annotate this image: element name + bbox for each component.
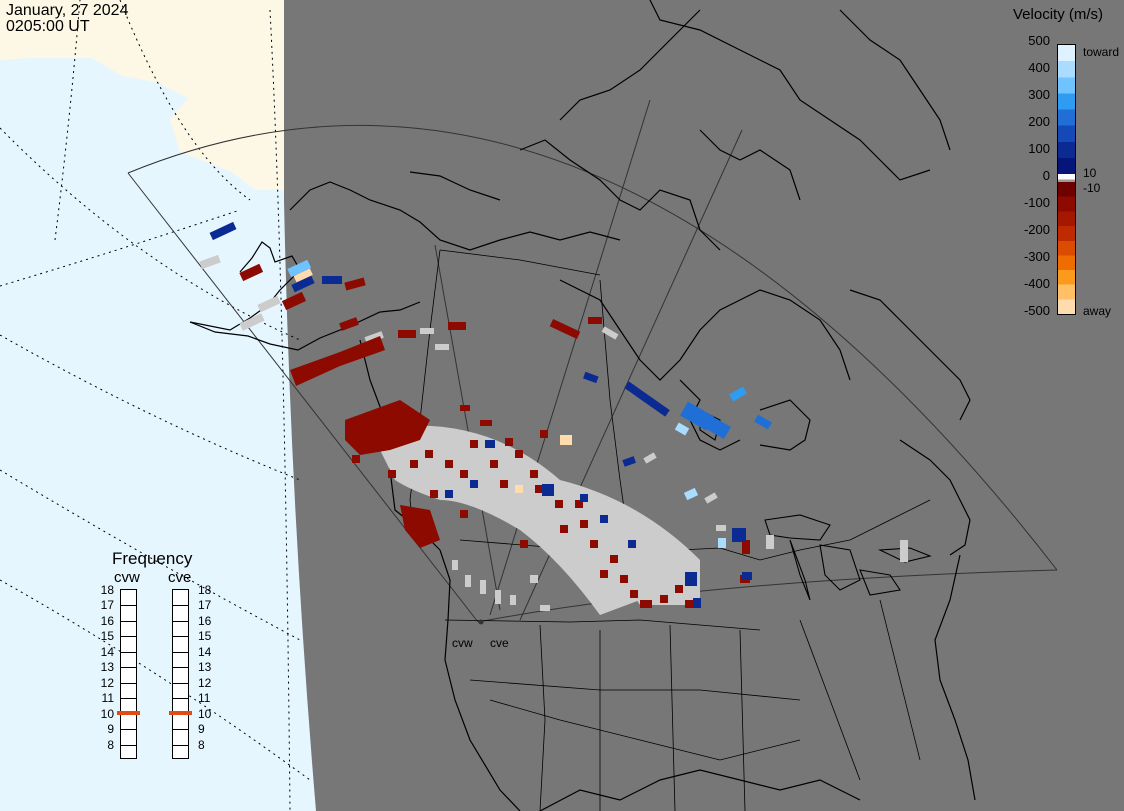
- radar-site-cvw-label: cvw: [452, 636, 473, 650]
- frequency-scale-label: 10: [100, 706, 114, 721]
- frequency-scale-label: 9: [198, 722, 205, 737]
- colorbar-tick-label: 500: [1028, 33, 1050, 48]
- frequency-scale-label: 13: [100, 660, 114, 675]
- date-label: January, 27 2024: [6, 2, 129, 19]
- colorbar-tick-label: 100: [1028, 141, 1050, 156]
- colorbar-tick-label: 300: [1028, 87, 1050, 102]
- radar-sites: cvw cve: [452, 619, 509, 650]
- night-shadow: [284, 0, 1124, 811]
- frequency-scale-label: 9: [107, 722, 114, 737]
- colorbar-tick-label: -500: [1023, 303, 1050, 318]
- frequency-marker-cvw: [117, 710, 140, 715]
- colorbar-away-label: away: [1083, 304, 1112, 318]
- frequency-scale-label: 15: [198, 629, 212, 644]
- colorbar-positive-threshold: 10: [1083, 166, 1097, 180]
- lat-lon-grid: [0, 0, 311, 811]
- time-label: 0205:00 UT: [6, 18, 90, 35]
- frequency-scale-label: 17: [198, 598, 212, 613]
- frequency-scale-cve: [172, 589, 189, 759]
- frequency-scale-label: 15: [100, 629, 114, 644]
- frequency-cve-name: cve: [168, 569, 192, 586]
- velocity-colorbar: [1057, 44, 1076, 315]
- frequency-marker-cve: [169, 710, 192, 715]
- alaska-land: [0, 0, 290, 190]
- radar-site-marker: [478, 619, 484, 625]
- alaska-land-2: [110, 20, 160, 70]
- frequency-scale-label: 14: [198, 644, 212, 659]
- colorbar-tick-label: -100: [1023, 195, 1050, 210]
- frequency-scale-label: 18: [100, 583, 114, 597]
- frequency-scale-label: 16: [198, 613, 212, 628]
- colorbar-title: Velocity (m/s): [1013, 6, 1104, 23]
- colorbar-negative-threshold: -10: [1083, 181, 1101, 195]
- frequency-scale-cvw: [120, 589, 137, 759]
- colorbar-tick-label: 400: [1028, 60, 1050, 75]
- frequency-scale-label: 13: [198, 660, 212, 675]
- frequency-scale-label: 10: [198, 706, 212, 721]
- frequency-title: Frequency: [112, 549, 193, 568]
- away-velocity-cells: [239, 263, 750, 608]
- frequency-scale-label: 12: [198, 675, 212, 690]
- frequency-scale-label: 8: [198, 737, 205, 752]
- colorbar-tick-label: -400: [1023, 276, 1050, 291]
- frequency-scale-label: 11: [101, 691, 114, 706]
- colorbar-toward-label: toward: [1083, 45, 1120, 59]
- toward-velocity-cells: [209, 221, 772, 608]
- radar-site-cve-label: cve: [490, 636, 509, 650]
- frequency-scale-label: 8: [107, 737, 114, 752]
- colorbar-tick-label: -300: [1023, 249, 1050, 264]
- frequency-scale-label: 18: [198, 583, 212, 597]
- frequency-scale-label: 16: [100, 613, 114, 628]
- frequency-scale-label: 14: [100, 644, 114, 659]
- colorbar-tick-label: 200: [1028, 114, 1050, 129]
- frequency-cvw-name: cvw: [114, 569, 140, 586]
- frequency-scale-label: 12: [100, 675, 114, 690]
- colorbar-tick-label: -200: [1023, 222, 1050, 237]
- frequency-scale-label: 11: [198, 691, 211, 706]
- frequency-scale-label: 17: [100, 598, 114, 613]
- colorbar-tick-label: 0: [1042, 168, 1050, 183]
